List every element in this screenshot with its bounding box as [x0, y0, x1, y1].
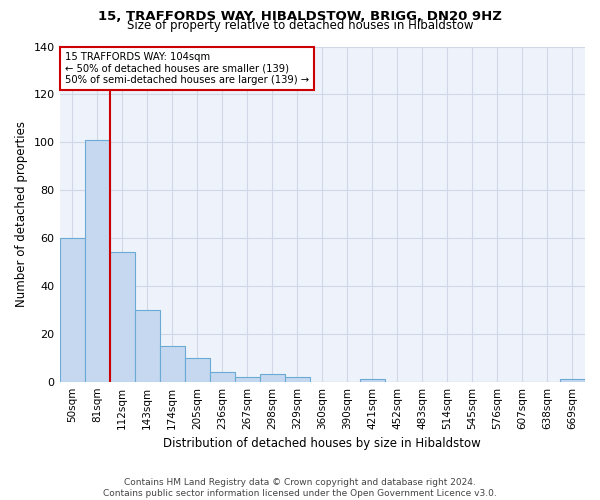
Bar	[160, 346, 185, 382]
Y-axis label: Number of detached properties: Number of detached properties	[15, 121, 28, 307]
Text: 15 TRAFFORDS WAY: 104sqm
← 50% of detached houses are smaller (139)
50% of semi-: 15 TRAFFORDS WAY: 104sqm ← 50% of detach…	[65, 52, 309, 84]
Bar	[560, 380, 585, 382]
Bar	[360, 380, 385, 382]
Text: Size of property relative to detached houses in Hibaldstow: Size of property relative to detached ho…	[127, 19, 473, 32]
X-axis label: Distribution of detached houses by size in Hibaldstow: Distribution of detached houses by size …	[163, 437, 481, 450]
Bar	[59, 238, 85, 382]
Bar	[285, 377, 310, 382]
Bar	[134, 310, 160, 382]
Bar	[209, 372, 235, 382]
Bar	[260, 374, 285, 382]
Bar	[85, 140, 110, 382]
Bar	[185, 358, 209, 382]
Bar	[235, 377, 260, 382]
Text: 15, TRAFFORDS WAY, HIBALDSTOW, BRIGG, DN20 9HZ: 15, TRAFFORDS WAY, HIBALDSTOW, BRIGG, DN…	[98, 10, 502, 23]
Bar	[110, 252, 134, 382]
Text: Contains HM Land Registry data © Crown copyright and database right 2024.
Contai: Contains HM Land Registry data © Crown c…	[103, 478, 497, 498]
